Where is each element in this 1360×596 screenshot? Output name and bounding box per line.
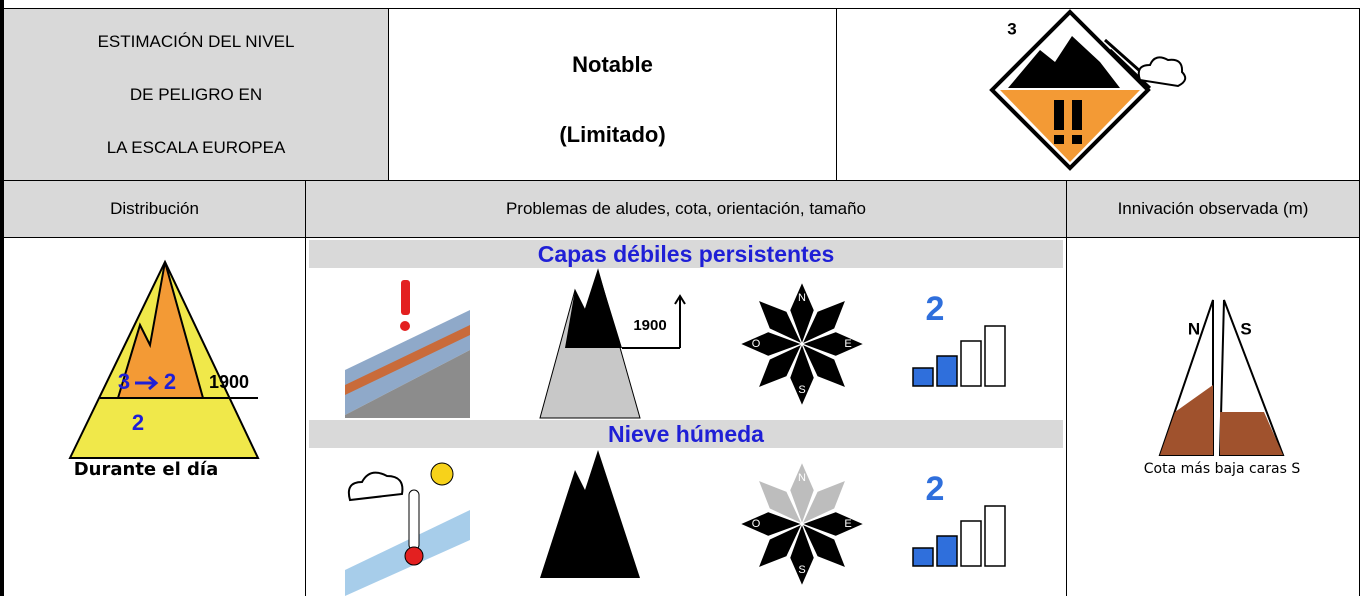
distribution-to: 2: [164, 369, 176, 394]
size-bar: [912, 547, 934, 567]
compass-petal: [738, 511, 804, 537]
compass: N E S O: [738, 460, 866, 588]
distribution-altitude: 1900: [209, 372, 249, 392]
compass-petal: [800, 511, 866, 537]
compass-label: O: [752, 338, 761, 350]
level-note: (Limitado): [559, 121, 666, 147]
compass-label: E: [844, 518, 851, 530]
compass-petal: [789, 460, 815, 526]
size-bar: [984, 505, 1006, 567]
problem-name: Nieve húmeda: [309, 420, 1063, 448]
size-icon: 2: [912, 470, 1006, 567]
compass-label: N: [798, 472, 806, 484]
compass-label: E: [844, 338, 851, 350]
compass-petal: [800, 331, 866, 357]
compass-label: S: [798, 384, 805, 396]
compass-petal: [789, 522, 815, 588]
compass-petal: [789, 280, 815, 346]
size-bar: [960, 340, 982, 387]
compass-label: N: [798, 292, 806, 304]
compass-label: S: [798, 564, 805, 576]
snow-north: N: [1188, 319, 1200, 338]
compass-label: O: [752, 518, 761, 530]
compass-petal: [757, 522, 804, 569]
wet-icon: [345, 462, 470, 596]
level-cell: Notable (Limitado): [388, 8, 837, 181]
column-header: Innivación observada (m): [1066, 180, 1360, 238]
compass-petal: [757, 342, 804, 389]
size-icon: 2: [912, 290, 1006, 387]
size-bar: [912, 367, 934, 387]
compass-petal: [800, 342, 847, 389]
compass-petal: [789, 342, 815, 408]
mountain-icon: [540, 450, 640, 578]
compass: N E S O: [738, 280, 866, 408]
problem-altitude: 1900: [633, 317, 666, 334]
distribution-icon: 3 2 1900 2 Durante el día: [68, 259, 260, 480]
icon-level: 3: [1007, 19, 1016, 38]
compass-petal: [800, 522, 847, 569]
altitude-icon: 1900: [539, 268, 686, 419]
level-name: Notable: [572, 51, 653, 77]
snow-icon: N S Cota más baja caras S: [1144, 299, 1301, 477]
scale-label: ESTIMACIÓN DEL NIVEL: [97, 32, 295, 51]
problem-name: Capas débiles persistentes: [309, 240, 1063, 268]
distribution-below: 2: [132, 410, 144, 435]
scale-label: DE PELIGRO EN: [129, 85, 263, 104]
size-value: 2: [926, 290, 945, 328]
snow-caption: Cota más baja caras S: [1144, 461, 1301, 477]
column-header: Problemas de aludes, cota, orientación, …: [305, 180, 1067, 238]
size-bar: [984, 325, 1006, 387]
distribution-from: 3: [118, 369, 130, 394]
distribution-timing: Durante el día: [74, 459, 219, 480]
column-header: Distribución: [0, 180, 306, 238]
size-value: 2: [926, 470, 945, 508]
size-bar: [960, 520, 982, 567]
snow-south: S: [1240, 319, 1251, 338]
size-bar: [936, 355, 958, 387]
compass-petal: [738, 331, 804, 357]
compass-petal: [800, 479, 847, 526]
scale-label: LA ESCALA EUROPEA: [106, 138, 286, 157]
size-bar: [936, 535, 958, 567]
compass-petal: [757, 299, 804, 346]
danger-icon: 3: [989, 9, 1187, 171]
scale-label-cell: ESTIMACIÓN DEL NIVEL DE PELIGRO EN LA ES…: [0, 8, 389, 181]
compass-petal: [800, 299, 847, 346]
compass-petal: [757, 479, 804, 526]
slab-icon: [345, 280, 470, 418]
